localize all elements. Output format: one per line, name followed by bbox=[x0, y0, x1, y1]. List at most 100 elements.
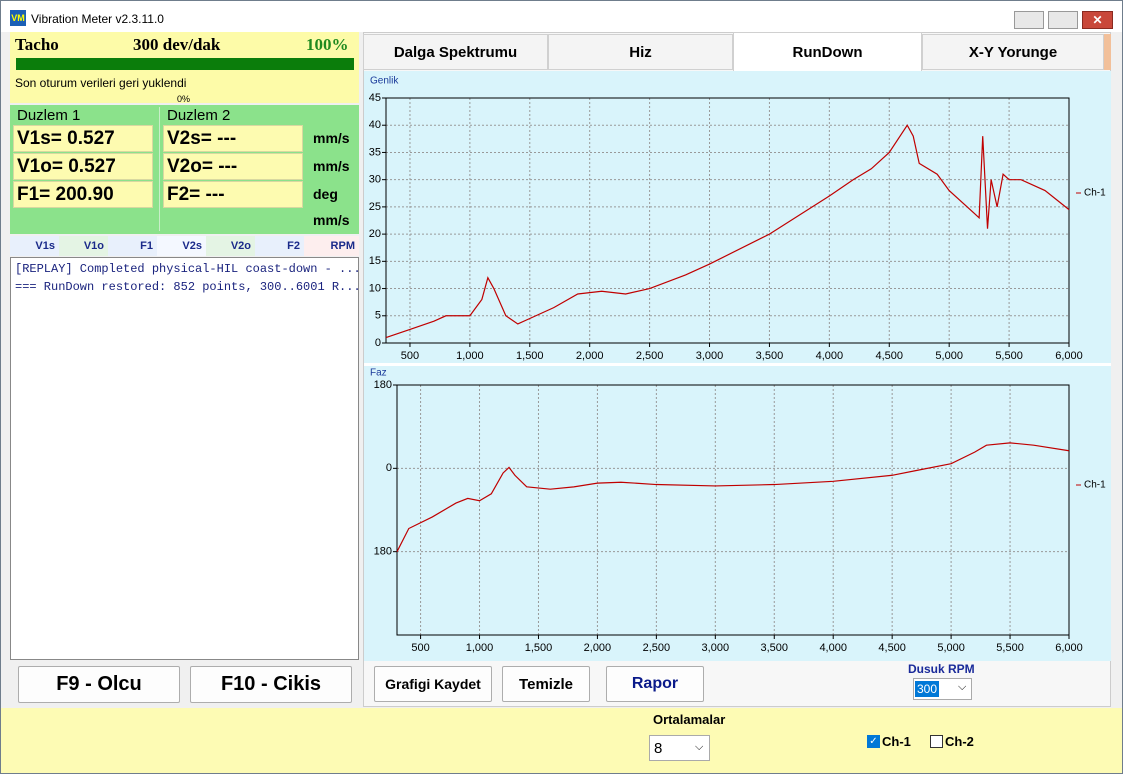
checkbox-label: Ch-1 bbox=[882, 734, 911, 749]
x-tick-label: 1,000 bbox=[456, 350, 484, 362]
unit: mm/s bbox=[313, 212, 350, 228]
chart-separator bbox=[364, 363, 1111, 366]
y-tick-label: 15 bbox=[369, 255, 381, 267]
value-box: V2o= --- bbox=[163, 153, 303, 180]
clear-button[interactable]: Temizle bbox=[502, 666, 590, 702]
y-tick-label: 10 bbox=[369, 282, 381, 294]
plane-title: Duzlem 1 bbox=[17, 107, 81, 124]
tab-edge bbox=[1104, 34, 1111, 70]
chart-area bbox=[364, 71, 1111, 661]
window-title: Vibration Meter v2.3.11.0 bbox=[31, 12, 164, 26]
x-tick-label: 2,000 bbox=[576, 350, 604, 362]
progress-percent: 0% bbox=[177, 94, 191, 104]
column-header: F2 bbox=[255, 236, 304, 256]
save-chart-button[interactable]: Grafigi Kaydet bbox=[374, 666, 492, 702]
chart-title: Faz bbox=[370, 368, 387, 379]
low-rpm-value: 300 bbox=[915, 681, 940, 697]
tab[interactable]: X-Y Yorunge bbox=[922, 34, 1104, 70]
log-box bbox=[10, 257, 359, 660]
checkbox[interactable]: ✓ bbox=[867, 735, 880, 748]
close-button[interactable]: ✕ bbox=[1082, 11, 1113, 29]
unit: mm/s bbox=[313, 158, 350, 174]
amplitude-chart: Genlik 0 5 10 15 20 25 30 35 40 45 500 1,000 1,500 2,0… bbox=[369, 76, 1106, 362]
data-line bbox=[396, 442, 1070, 552]
tab[interactable]: Hiz bbox=[548, 34, 733, 70]
exit-button[interactable]: F10 - Cikis bbox=[190, 666, 352, 703]
x-tick-label: 500 bbox=[401, 350, 419, 362]
y-tick-label: 25 bbox=[369, 201, 381, 213]
averaging-label: Ortalamalar bbox=[653, 712, 726, 727]
legend-label: Ch-1 bbox=[1084, 188, 1106, 199]
averaging-value: 8 bbox=[654, 740, 663, 757]
x-tick-label: 2,000 bbox=[584, 642, 612, 654]
y-tick-label: 5 bbox=[375, 310, 381, 322]
checkbox[interactable] bbox=[930, 735, 943, 748]
x-tick-label: 5,500 bbox=[996, 642, 1024, 654]
x-tick-label: 1,500 bbox=[525, 642, 553, 654]
speed: 300 dev/dak bbox=[133, 35, 221, 54]
y-tick-label: 35 bbox=[369, 146, 381, 158]
divider bbox=[159, 107, 160, 231]
value-box: F2= --- bbox=[163, 181, 303, 208]
x-tick-label: 4,000 bbox=[819, 642, 847, 654]
tab[interactable]: Dalga Spektrumu bbox=[363, 34, 548, 70]
report-button[interactable]: Rapor bbox=[606, 666, 704, 702]
value-box: V1s= 0.527 bbox=[13, 125, 153, 152]
low-rpm-select[interactable]: 300 ⌵ bbox=[913, 678, 972, 700]
x-tick-label: 1,000 bbox=[466, 642, 494, 654]
column-header: V1o bbox=[59, 236, 108, 256]
x-tick-label: 3,500 bbox=[760, 642, 788, 654]
plot-frame bbox=[396, 384, 1070, 636]
dropdown-arrow: ⌵ bbox=[958, 681, 967, 693]
data-line bbox=[385, 124, 1070, 339]
x-tick-label: 4,500 bbox=[878, 642, 906, 654]
y-tick-label: 20 bbox=[369, 228, 381, 240]
unit: mm/s bbox=[313, 130, 350, 146]
plot-frame bbox=[385, 97, 1070, 344]
app-icon: VM bbox=[10, 10, 26, 26]
log-line: === RunDown restored: 852 points, 300..6… bbox=[15, 280, 361, 294]
x-tick-label: 1,500 bbox=[516, 350, 544, 362]
y-tick-label: 180 bbox=[374, 379, 392, 391]
x-tick-label: 3,500 bbox=[756, 350, 784, 362]
value-box: F1= 200.90 bbox=[13, 181, 153, 208]
column-header: V1s bbox=[10, 236, 59, 256]
unit: deg bbox=[313, 186, 338, 202]
minimize-button[interactable] bbox=[1014, 11, 1044, 29]
y-tick-label: 30 bbox=[369, 174, 381, 186]
column-header: V2o bbox=[206, 236, 255, 256]
value-box: V1o= 0.527 bbox=[13, 153, 153, 180]
x-tick-label: 2,500 bbox=[636, 350, 664, 362]
percent: 100% bbox=[306, 35, 349, 54]
tab[interactable]: RunDown bbox=[733, 32, 922, 71]
status-message: Son oturum verileri geri yuklendi bbox=[15, 76, 187, 90]
value-box: V2s= --- bbox=[163, 125, 303, 152]
legend-label: Ch-1 bbox=[1084, 480, 1106, 491]
y-tick-label: 0 bbox=[375, 337, 381, 349]
x-tick-label: 2,500 bbox=[643, 642, 671, 654]
title-bar bbox=[1, 1, 1122, 32]
column-header: V2s bbox=[157, 236, 206, 256]
x-tick-label: 5,000 bbox=[937, 642, 965, 654]
plane-title: Duzlem 2 bbox=[167, 107, 231, 124]
y-tick-label: 180 bbox=[374, 546, 392, 558]
log-line: [REPLAY] Completed physical-HIL coast-do… bbox=[15, 262, 361, 276]
checkbox-label: Ch-2 bbox=[945, 734, 974, 749]
x-tick-label: 5,500 bbox=[995, 350, 1023, 362]
x-tick-label: 4,000 bbox=[816, 350, 844, 362]
averaging-select[interactable]: 8 ⌵ bbox=[649, 735, 710, 761]
x-tick-label: 3,000 bbox=[702, 642, 730, 654]
y-tick-label: 45 bbox=[369, 92, 381, 104]
progress-bar bbox=[16, 58, 354, 70]
column-header: F1 bbox=[108, 236, 157, 256]
maximize-button[interactable] bbox=[1048, 11, 1078, 29]
measure-button[interactable]: F9 - Olcu bbox=[18, 666, 180, 703]
x-tick-label: 4,500 bbox=[875, 350, 903, 362]
low-rpm-label: Dusuk RPM bbox=[908, 662, 975, 676]
y-tick-label: 40 bbox=[369, 119, 381, 131]
x-tick-label: 6,000 bbox=[1055, 350, 1083, 362]
x-tick-label: 6,000 bbox=[1055, 642, 1083, 654]
x-tick-label: 500 bbox=[411, 642, 429, 654]
chart-title: Genlik bbox=[370, 76, 399, 87]
dropdown-arrow: ⌵ bbox=[695, 741, 704, 753]
